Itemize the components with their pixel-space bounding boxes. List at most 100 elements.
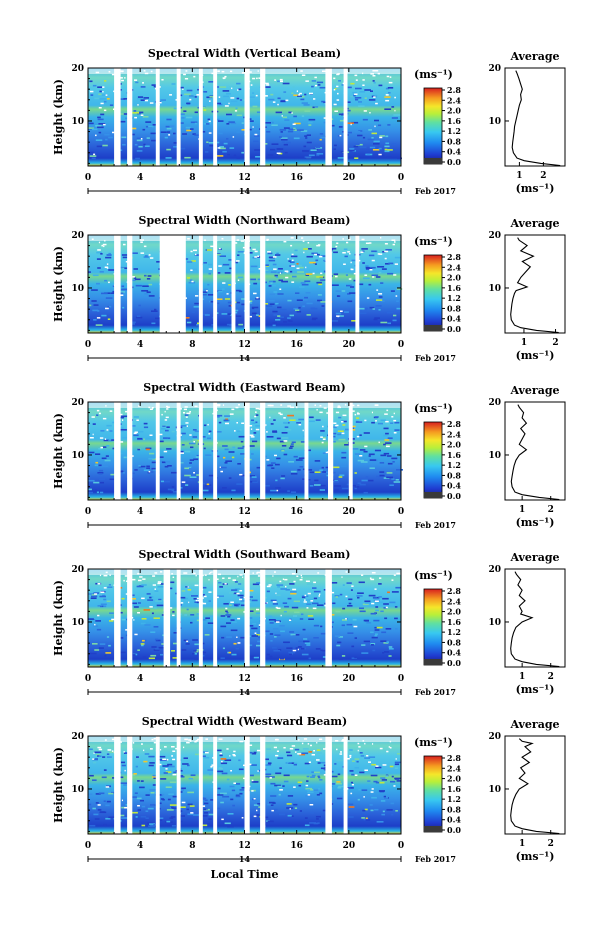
average-y-tick-label: 10 <box>488 785 501 795</box>
heatmap-cell <box>362 262 365 264</box>
heatmap-missing-cell <box>364 274 368 276</box>
heatmap-cell <box>200 436 206 438</box>
heatmap-missing-cell <box>168 134 171 136</box>
heatmap-cell <box>276 584 284 586</box>
average-frame <box>504 234 566 334</box>
heatmap-cell <box>294 122 301 125</box>
heatmap-cell <box>372 308 375 310</box>
heatmap-cell <box>359 146 367 149</box>
heatmap-cell <box>306 255 313 258</box>
heatmap-missing-cell <box>185 416 188 418</box>
heatmap-cell <box>227 615 231 618</box>
data-gap <box>114 736 121 834</box>
heatmap-cell <box>350 589 353 591</box>
panel-4: Spectral Width (Westward Beam)0 4 8 12 16 20 0… <box>52 715 566 864</box>
heatmap-cell <box>94 751 102 754</box>
heatmap-cell <box>383 607 387 609</box>
heatmap-cell <box>155 600 162 602</box>
heatmap-cell <box>224 822 231 825</box>
heatmap-cell <box>293 94 299 97</box>
heatmap-cell <box>273 649 281 652</box>
heatmap-missing-cell <box>133 432 137 435</box>
heatmap-cell <box>229 267 232 270</box>
heatmap-missing-cell <box>144 99 148 102</box>
heatmap-cell <box>313 148 319 151</box>
heatmap-missing-cell <box>296 90 298 93</box>
heatmap-missing-cell <box>395 295 398 297</box>
average-y-tick-label: 10 <box>488 117 501 127</box>
heatmap-cell <box>107 318 111 320</box>
heatmap-cell <box>93 304 99 306</box>
heatmap-cell <box>322 656 327 658</box>
heatmap-cell <box>180 122 184 124</box>
data-gap <box>127 736 133 834</box>
heatmap-missing-cell <box>336 315 340 317</box>
heatmap-cell <box>360 461 368 463</box>
heatmap-cell <box>276 594 281 596</box>
average-x-tick-label: 1 <box>521 338 527 348</box>
heatmap-cell <box>226 323 234 326</box>
heatmap-missing-cell <box>391 416 394 418</box>
heatmap-cell <box>347 131 352 134</box>
heatmap-cell <box>98 647 104 649</box>
heatmap-missing-cell <box>95 134 97 137</box>
heatmap-cell <box>205 454 212 456</box>
heatmap-cell <box>321 649 328 652</box>
heatmap-cell <box>299 466 304 468</box>
heatmap-cell <box>379 781 385 784</box>
heatmap-cell <box>100 430 105 432</box>
heatmap-cell <box>374 416 379 418</box>
heatmap-cell <box>380 454 387 457</box>
heatmap-cell <box>193 458 199 461</box>
heatmap-cell <box>214 416 220 418</box>
heatmap-missing-cell <box>394 96 396 99</box>
heatmap-cell <box>237 251 244 253</box>
heatmap-cell <box>93 813 99 816</box>
average-title: Average <box>509 551 559 564</box>
heatmap-missing-cell <box>101 244 104 247</box>
heatmap-cell <box>108 136 113 139</box>
heatmap-cell <box>393 481 401 483</box>
heatmap-missing-cell <box>162 758 166 761</box>
heatmap-cell <box>338 785 344 788</box>
heatmap-cell <box>256 314 259 316</box>
heatmap-cell <box>160 480 164 483</box>
heatmap-cell <box>388 648 394 650</box>
heatmap-cell <box>221 313 228 315</box>
heatmap-cell <box>251 752 257 755</box>
heatmap-missing-cell <box>196 597 200 600</box>
heatmap-missing-cell <box>359 455 363 457</box>
heatmap-cell <box>220 615 226 617</box>
heatmap-cell <box>237 463 241 465</box>
heatmap-cell <box>119 267 125 270</box>
heatmap-missing-cell <box>125 410 129 413</box>
x-tick-label: 8 <box>189 841 195 851</box>
heatmap-missing-cell <box>388 81 393 84</box>
heatmap-cell <box>173 491 179 493</box>
heatmap-missing-cell <box>210 245 214 248</box>
heatmap-missing-cell <box>289 619 292 621</box>
heatmap-cell <box>209 615 217 618</box>
heatmap-cell <box>379 471 385 473</box>
heatmap-missing-cell <box>183 73 186 76</box>
heatmap-cell <box>312 587 317 589</box>
heatmap-cell <box>387 322 391 325</box>
heatmap-cell <box>194 643 202 646</box>
heatmap-cell <box>355 87 362 90</box>
heatmap-missing-cell <box>279 80 283 83</box>
heatmap-cell <box>184 93 191 96</box>
heatmap-cell <box>193 650 197 652</box>
heatmap-cell <box>225 610 228 613</box>
heatmap-missing-cell <box>276 607 281 609</box>
heatmap-cell <box>196 323 199 326</box>
heatmap-cell <box>283 91 287 93</box>
heatmap-missing-cell <box>250 428 253 430</box>
heatmap-cell <box>395 479 399 481</box>
heatmap-cell <box>297 271 305 273</box>
average-y-tick-label: 20 <box>488 732 501 742</box>
heatmap-missing-cell <box>369 269 373 271</box>
heatmap-cell <box>132 654 136 656</box>
heatmap-cell <box>277 306 282 309</box>
heatmap-missing-cell <box>193 472 195 474</box>
heatmap-cell <box>153 607 157 609</box>
